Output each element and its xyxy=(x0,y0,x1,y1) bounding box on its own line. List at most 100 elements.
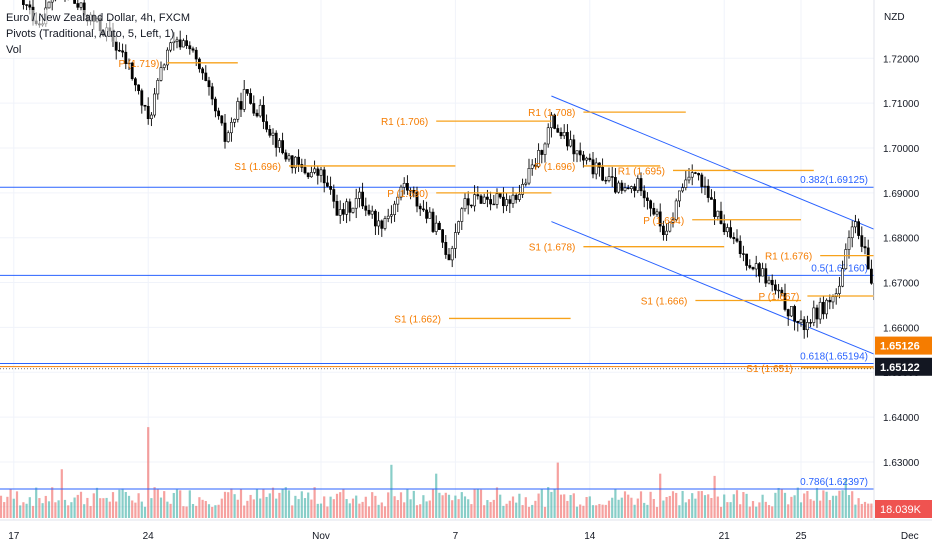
candle-body xyxy=(677,190,681,202)
candle-body xyxy=(757,263,761,277)
volume-bar xyxy=(262,488,265,518)
legend-volume[interactable]: Vol xyxy=(6,42,22,58)
candle-body xyxy=(498,193,502,198)
volume-bar xyxy=(15,491,19,518)
volume-bar xyxy=(255,488,259,518)
volume-bar xyxy=(582,505,585,518)
volume-bar xyxy=(665,497,668,518)
volume-bar xyxy=(454,495,457,518)
volume-bar xyxy=(76,494,79,518)
volume-bar xyxy=(735,490,739,518)
bid-price-badge-bg xyxy=(875,357,932,376)
volume-bar xyxy=(758,502,761,518)
candle-body xyxy=(741,253,745,255)
volume-bar xyxy=(764,501,767,518)
candle-body xyxy=(716,210,720,217)
candle-body xyxy=(607,176,611,181)
volume-bars xyxy=(0,427,874,518)
candle-body xyxy=(418,205,422,210)
candle-body xyxy=(642,190,646,199)
candle-body xyxy=(489,199,493,205)
volume-bar xyxy=(259,498,262,518)
candle-body xyxy=(377,220,381,227)
candle-body xyxy=(709,197,713,200)
candle-body xyxy=(412,189,416,193)
volume-bar xyxy=(147,427,150,518)
pivot-label: R1 (1.695) xyxy=(618,166,665,177)
volume-bar xyxy=(687,499,691,518)
candle-body xyxy=(351,207,355,213)
candle-body xyxy=(866,247,870,270)
volume-bar xyxy=(377,504,380,518)
volume-bar xyxy=(124,492,127,518)
candle-body xyxy=(389,214,393,217)
volume-bar xyxy=(246,500,249,518)
candle-body xyxy=(434,222,438,232)
volume-bar xyxy=(822,490,825,518)
volume-bar xyxy=(636,498,639,518)
candle-body xyxy=(841,268,845,287)
candle-body xyxy=(815,307,819,320)
volume-bar xyxy=(547,487,550,518)
volume-bar xyxy=(271,487,275,518)
volume-bar xyxy=(796,487,799,518)
candle-body xyxy=(559,132,563,137)
candle-body xyxy=(837,285,841,294)
volume-bar xyxy=(294,495,297,518)
volume-bar xyxy=(396,500,399,518)
candle-body xyxy=(482,196,486,204)
candle-body xyxy=(479,195,483,204)
candle-body xyxy=(383,218,387,229)
volume-bar xyxy=(588,496,591,518)
volume-bar xyxy=(335,493,339,518)
candle-body xyxy=(773,284,777,291)
candle-body xyxy=(21,0,25,5)
y-tick-label: 1.64000 xyxy=(883,413,920,424)
candle-body xyxy=(76,3,80,8)
volume-bar xyxy=(668,495,671,518)
candle-body xyxy=(258,104,262,117)
volume-bar xyxy=(726,502,729,518)
volume-bar xyxy=(198,497,201,518)
candle-body xyxy=(239,101,243,110)
volume-bar xyxy=(431,488,435,518)
legend-pivots[interactable]: Pivots (Traditional, Auto, 5, Left, 1) xyxy=(6,26,175,42)
candle-body xyxy=(805,322,809,331)
legend-symbol[interactable]: Euro / New Zealand Dollar, 4h, FXCM xyxy=(6,10,191,26)
volume-bar xyxy=(182,506,185,518)
volume-bar xyxy=(851,491,854,518)
volume-bar xyxy=(569,495,572,518)
candle-body xyxy=(335,201,339,216)
volume-bar xyxy=(102,498,105,518)
volume-bar xyxy=(118,489,121,518)
volume-bar xyxy=(543,506,547,518)
volume-bar xyxy=(278,492,281,518)
volume-bar xyxy=(659,473,662,518)
candle-body xyxy=(50,0,54,3)
volume-bar xyxy=(166,501,169,518)
volume-bar xyxy=(691,493,694,518)
volume-bar xyxy=(329,496,332,518)
volume-bar xyxy=(521,505,524,518)
volume-bar xyxy=(812,500,815,518)
volume-bar xyxy=(63,499,67,518)
candle-body xyxy=(466,198,470,206)
candle-body xyxy=(818,301,822,320)
volume-bar xyxy=(844,478,847,518)
volume-bar xyxy=(156,489,159,518)
volume-bar xyxy=(223,491,227,518)
candle-body xyxy=(524,182,528,185)
candle-body xyxy=(847,237,851,250)
volume-bar xyxy=(303,498,307,518)
candle-body xyxy=(485,196,489,200)
candle-body xyxy=(738,240,742,254)
volume-bar xyxy=(710,497,713,518)
candle-body xyxy=(162,64,166,68)
volume-bar xyxy=(652,498,655,518)
volume-bar xyxy=(371,492,374,518)
candle-body xyxy=(166,49,169,66)
volume-bar xyxy=(604,504,607,518)
volume-bar xyxy=(9,489,12,518)
